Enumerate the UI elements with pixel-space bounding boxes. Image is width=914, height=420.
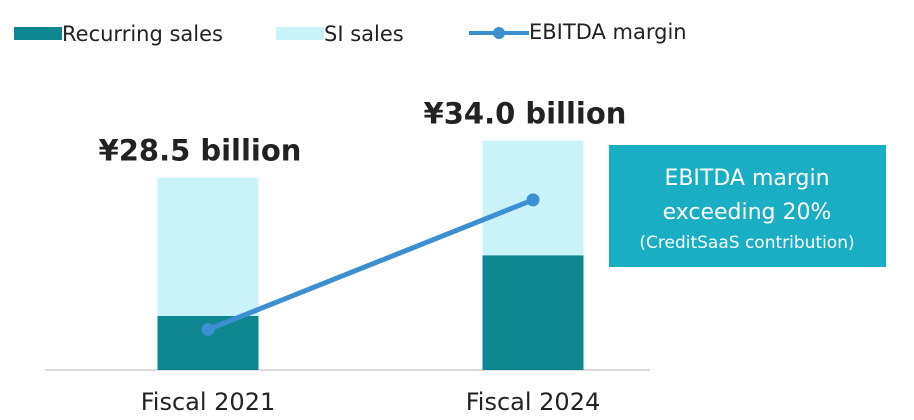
annotation-text: exceeding 20% [663, 200, 832, 225]
annotation-box [609, 145, 886, 267]
total-label: ¥28.5 billion [99, 134, 302, 168]
bar-segment [157, 177, 259, 316]
line [207, 197, 534, 332]
annotation-text: EBITDA margin [664, 166, 829, 191]
legend-dot [493, 27, 505, 39]
line-point [526, 193, 540, 207]
x-tick-label: Fiscal 2021 [141, 388, 276, 416]
legend-swatch [276, 27, 324, 40]
x-tick-label: Fiscal 2024 [466, 388, 601, 416]
total-label: ¥34.0 billion [424, 97, 627, 131]
line-point [201, 323, 215, 336]
bar-segment [482, 255, 584, 370]
legend-label: EBITDA margin [529, 20, 687, 44]
legend-swatch [14, 27, 62, 40]
legend-label: SI sales [324, 22, 404, 46]
legend-label: Recurring sales [62, 22, 223, 46]
annotation-text: (CreditSaaS contribution) [639, 233, 854, 253]
